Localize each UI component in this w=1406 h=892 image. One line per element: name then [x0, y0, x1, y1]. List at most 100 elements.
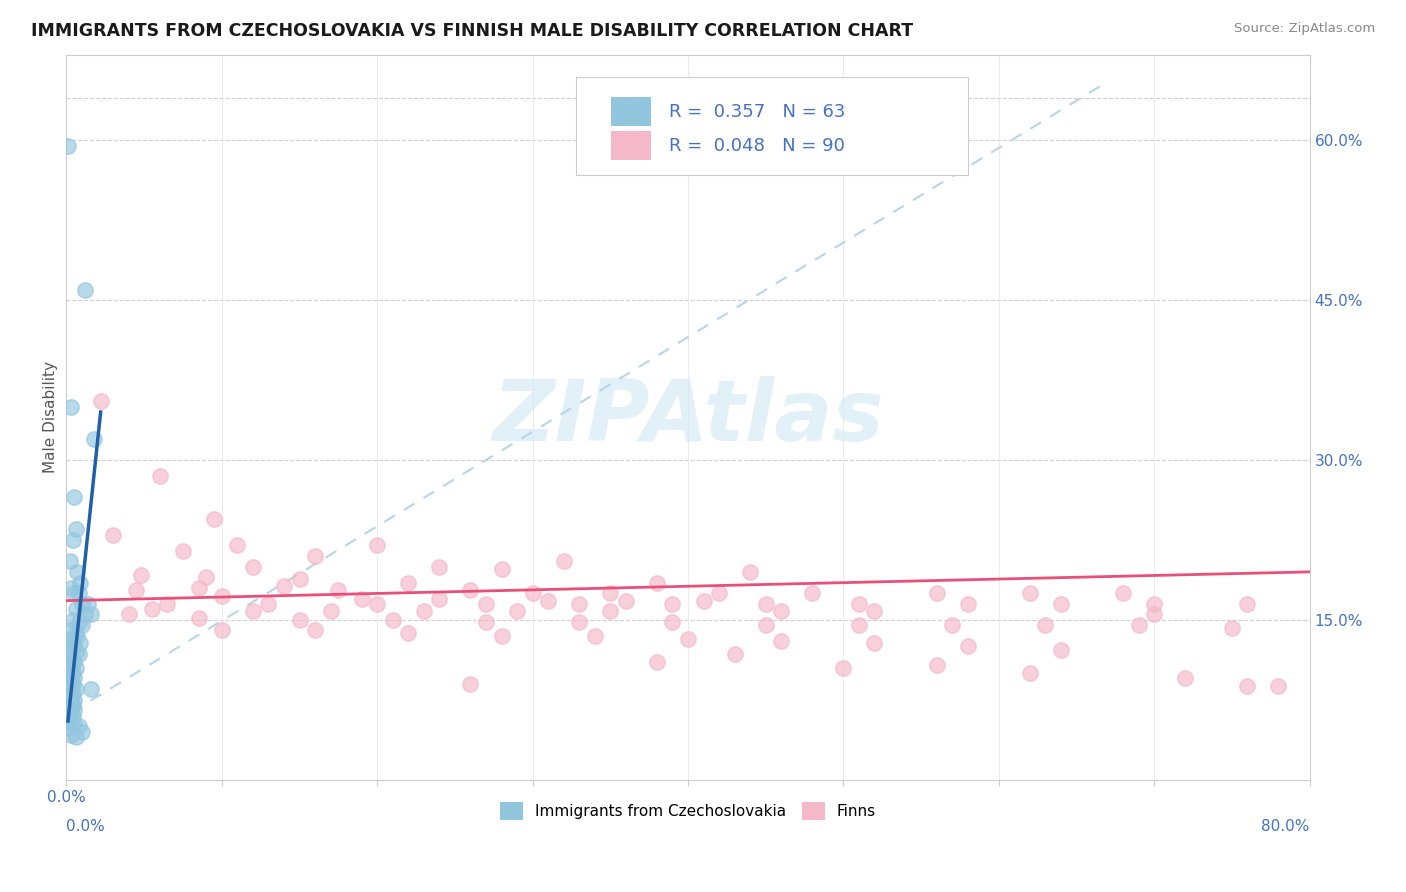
Point	[211, 590, 233, 604]
Point	[614, 593, 637, 607]
Point	[941, 618, 963, 632]
Point	[1128, 618, 1150, 632]
Point	[62, 613, 84, 627]
Point	[58, 554, 80, 568]
Point	[801, 586, 824, 600]
FancyBboxPatch shape	[576, 77, 967, 175]
Point	[62, 533, 84, 547]
Point	[1018, 586, 1040, 600]
Point	[66, 565, 89, 579]
Point	[832, 661, 855, 675]
Point	[63, 586, 86, 600]
Point	[141, 602, 163, 616]
Point	[707, 586, 730, 600]
Point	[226, 538, 249, 552]
Point	[381, 613, 404, 627]
Point	[60, 690, 83, 704]
Point	[67, 647, 90, 661]
Point	[288, 613, 311, 627]
Point	[63, 717, 86, 731]
Point	[58, 696, 80, 710]
Point	[60, 700, 83, 714]
Point	[257, 597, 280, 611]
Text: R =  0.048   N = 90: R = 0.048 N = 90	[669, 136, 845, 154]
Point	[70, 618, 93, 632]
Point	[62, 708, 84, 723]
Point	[350, 591, 373, 606]
Point	[58, 706, 80, 721]
Point	[60, 581, 83, 595]
Point	[65, 625, 87, 640]
Point	[67, 586, 90, 600]
Point	[172, 543, 194, 558]
Point	[66, 629, 89, 643]
Point	[522, 586, 544, 600]
Point	[863, 604, 886, 618]
Point	[288, 572, 311, 586]
Point	[366, 597, 388, 611]
Point	[60, 657, 83, 672]
Point	[63, 672, 86, 686]
Point	[156, 597, 179, 611]
Point	[583, 629, 606, 643]
Point	[58, 722, 80, 736]
Point	[63, 703, 86, 717]
Point	[187, 581, 209, 595]
Point	[273, 579, 295, 593]
Point	[90, 394, 112, 409]
Point	[60, 400, 83, 414]
Point	[770, 604, 793, 618]
Point	[62, 666, 84, 681]
Text: 80.0%: 80.0%	[1261, 820, 1309, 835]
Point	[661, 615, 683, 629]
Point	[396, 575, 419, 590]
Point	[117, 607, 139, 622]
Point	[568, 597, 591, 611]
Point	[187, 610, 209, 624]
Text: R =  0.357   N = 63: R = 0.357 N = 63	[669, 103, 846, 120]
Point	[676, 632, 699, 646]
Point	[956, 597, 979, 611]
Point	[568, 615, 591, 629]
Point	[848, 618, 870, 632]
Point	[69, 575, 91, 590]
Point	[60, 714, 83, 728]
Point	[1143, 607, 1166, 622]
Bar	[612, 131, 651, 161]
Point	[67, 615, 90, 629]
Point	[1174, 672, 1197, 686]
Point	[63, 656, 86, 670]
Point	[412, 604, 434, 618]
Point	[129, 568, 152, 582]
Text: IMMIGRANTS FROM CZECHOSLOVAKIA VS FINNISH MALE DISABILITY CORRELATION CHART: IMMIGRANTS FROM CZECHOSLOVAKIA VS FINNIS…	[31, 22, 912, 40]
Point	[1112, 586, 1135, 600]
Point	[770, 634, 793, 648]
Point	[149, 469, 172, 483]
Text: ZIPAtlas: ZIPAtlas	[492, 376, 884, 458]
Point	[242, 604, 264, 618]
Point	[427, 559, 450, 574]
Point	[75, 607, 97, 622]
Point	[65, 602, 87, 616]
Point	[62, 653, 84, 667]
Point	[755, 597, 778, 611]
Point	[60, 679, 83, 693]
Point	[1018, 666, 1040, 681]
Point	[62, 634, 84, 648]
Point	[396, 625, 419, 640]
Point	[491, 562, 513, 576]
Point	[304, 549, 326, 563]
Point	[58, 650, 80, 665]
Point	[740, 565, 762, 579]
Text: 0.0%: 0.0%	[66, 820, 105, 835]
Point	[58, 685, 80, 699]
Point	[56, 711, 79, 725]
Bar	[612, 97, 651, 126]
Point	[63, 640, 86, 654]
Point	[475, 597, 498, 611]
Point	[848, 597, 870, 611]
Point	[491, 629, 513, 643]
Point	[65, 730, 87, 744]
Point	[65, 645, 87, 659]
Point	[506, 604, 529, 618]
